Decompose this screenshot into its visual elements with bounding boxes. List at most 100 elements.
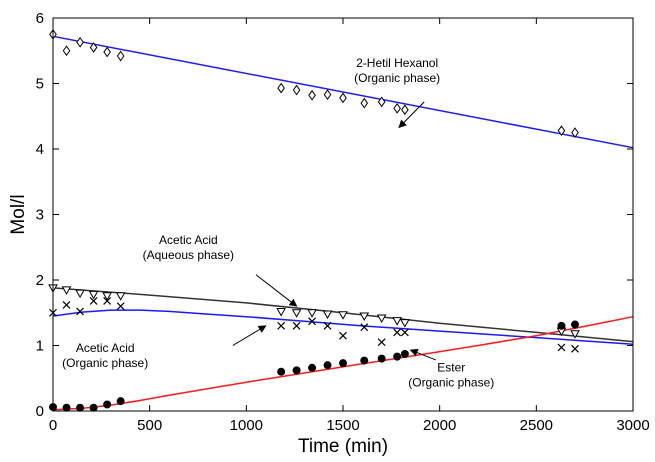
annotation-text: 2-Hetil Hexanol (Organic phase) (354, 56, 440, 85)
data-points (48, 29, 580, 412)
data-point-circle (571, 320, 579, 329)
data-point-circle (292, 366, 301, 375)
fit-line (52, 315, 634, 411)
data-point-triangle (400, 319, 410, 328)
axis-ticks: 0 500 1000 1500 2000 2500 3000 0 1 2 3 4 5 6 (36, 10, 650, 434)
data-point-x (571, 344, 579, 353)
x-tick-label: 3000 (616, 417, 649, 434)
x-tick-label: 1000 (230, 417, 263, 434)
annotations: 2-Hetil Hexanol (Organic phase)Acetic Aci… (62, 56, 494, 390)
data-point-circle (89, 403, 98, 412)
data-point-circle (76, 403, 85, 412)
data-point-x (360, 323, 369, 332)
data-point-diamond (360, 97, 369, 109)
data-point-x (103, 297, 112, 305)
data-point-triangle (307, 309, 317, 318)
data-point-x (89, 297, 98, 305)
x-tick-label: 1500 (326, 417, 359, 434)
data-point-diamond (62, 45, 71, 57)
data-point-diamond (377, 96, 386, 108)
fit-line (52, 309, 634, 345)
data-point-circle (103, 400, 112, 409)
data-point-circle (62, 403, 71, 412)
y-tick-label: 3 (36, 207, 44, 224)
data-point-triangle (115, 292, 126, 301)
data-point-diamond (89, 42, 98, 53)
data-point-x (377, 338, 386, 347)
data-point-diamond (339, 92, 347, 104)
y-tick-label: 4 (36, 141, 44, 158)
y-axis-label: Mol/l (8, 194, 29, 234)
x-tick-label: 2000 (423, 417, 456, 434)
data-point-x (393, 328, 402, 337)
data-point-triangle (338, 311, 348, 320)
y-tick-label: 0 (36, 403, 44, 420)
data-point-triangle (291, 309, 302, 318)
x-tick-label: 0 (49, 417, 57, 434)
y-tick-label: 2 (36, 272, 44, 289)
data-point-diamond (401, 104, 409, 116)
annotation-text: Ester (Organic phase) (408, 361, 494, 390)
data-point-x (339, 331, 347, 340)
data-point-diamond (116, 50, 125, 62)
data-point-x (308, 317, 316, 326)
annotation-arrow (232, 325, 267, 346)
data-point-diamond (277, 82, 285, 94)
data-point-triangle (88, 290, 99, 300)
annotation-arrow (409, 348, 436, 361)
data-point-diamond (292, 84, 301, 96)
data-point-x (557, 343, 566, 352)
data-point-x (292, 321, 301, 330)
data-point-circle (400, 350, 409, 359)
data-point-circle (116, 397, 125, 406)
data-point-triangle (392, 317, 402, 326)
data-point-x (62, 300, 71, 309)
data-point-x (323, 321, 332, 330)
data-point-circle (323, 361, 332, 370)
annotation-text: Acetic Acid (Organic phase) (62, 341, 148, 370)
y-tick-label: 1 (36, 338, 44, 355)
x-tick-label: 2500 (520, 417, 553, 434)
annotation-line: Ester (437, 361, 465, 375)
data-point-triangle (61, 286, 72, 295)
x-tick-label: 500 (137, 417, 162, 434)
y-tick-label: 5 (36, 76, 44, 93)
data-point-x (76, 307, 84, 316)
data-point-diamond (103, 46, 111, 58)
data-point-circle (377, 354, 386, 363)
annotation-arrow (398, 101, 425, 129)
data-point-x (400, 328, 409, 337)
data-point-diamond (557, 125, 566, 137)
data-point-circle (557, 321, 566, 330)
annotation-line: (Aqueous phase) (143, 248, 234, 262)
data-point-diamond (323, 89, 332, 100)
data-point-circle (277, 367, 286, 376)
data-point-circle (393, 352, 402, 361)
data-point-triangle (322, 310, 333, 320)
data-point-diamond (571, 127, 579, 138)
data-point-x (116, 302, 125, 311)
annotation-line: Acetic Acid (76, 341, 135, 355)
data-point-circle (360, 356, 369, 365)
data-point-triangle (102, 292, 112, 301)
data-point-circle (308, 363, 317, 372)
data-point-diamond (308, 89, 316, 101)
annotation-line: 2-Hetil Hexanol (356, 56, 438, 70)
annotation-line: Acetic Acid (159, 233, 218, 247)
fit-lines (52, 35, 634, 411)
data-point-x (277, 321, 286, 330)
data-point-circle (339, 359, 347, 368)
data-point-triangle (376, 314, 387, 323)
plot-frame (52, 17, 634, 412)
annotation-text: Acetic Acid (Aqueous phase) (143, 233, 234, 262)
data-point-diamond (76, 36, 84, 48)
data-point-triangle (75, 289, 85, 299)
data-point-triangle (359, 312, 370, 322)
data-point-triangle (276, 307, 286, 317)
fit-line (52, 35, 634, 149)
annotation-line: (Organic phase) (62, 356, 148, 370)
annotation-arrow (255, 274, 298, 307)
y-tick-label: 6 (36, 10, 44, 27)
x-axis-label: Time (min) (298, 436, 388, 457)
